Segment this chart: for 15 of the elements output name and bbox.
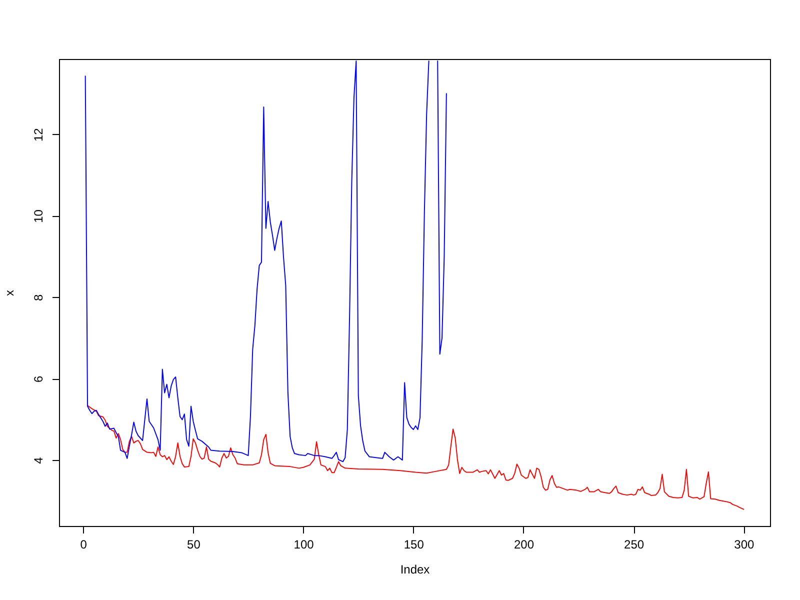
y-axis-title: x	[2, 290, 16, 296]
x-axis-title: Index	[400, 562, 430, 576]
y-tick-label: 12	[32, 128, 46, 142]
y-tick-label: 6	[32, 375, 46, 382]
x-tick-label: 0	[80, 538, 88, 552]
x-tick-label: 300	[734, 538, 754, 552]
x-tick-label: 150	[404, 538, 424, 552]
y-tick-label: 8	[32, 294, 46, 302]
y-tick-label: 10	[32, 209, 46, 223]
x-tick-label: 200	[514, 538, 534, 552]
x-tick-label: 100	[294, 538, 314, 552]
y-tick-label: 4	[32, 456, 46, 464]
x-tick-label: 50	[187, 538, 201, 552]
line-series	[87, 404, 744, 510]
x-tick-label: 250	[624, 538, 644, 552]
